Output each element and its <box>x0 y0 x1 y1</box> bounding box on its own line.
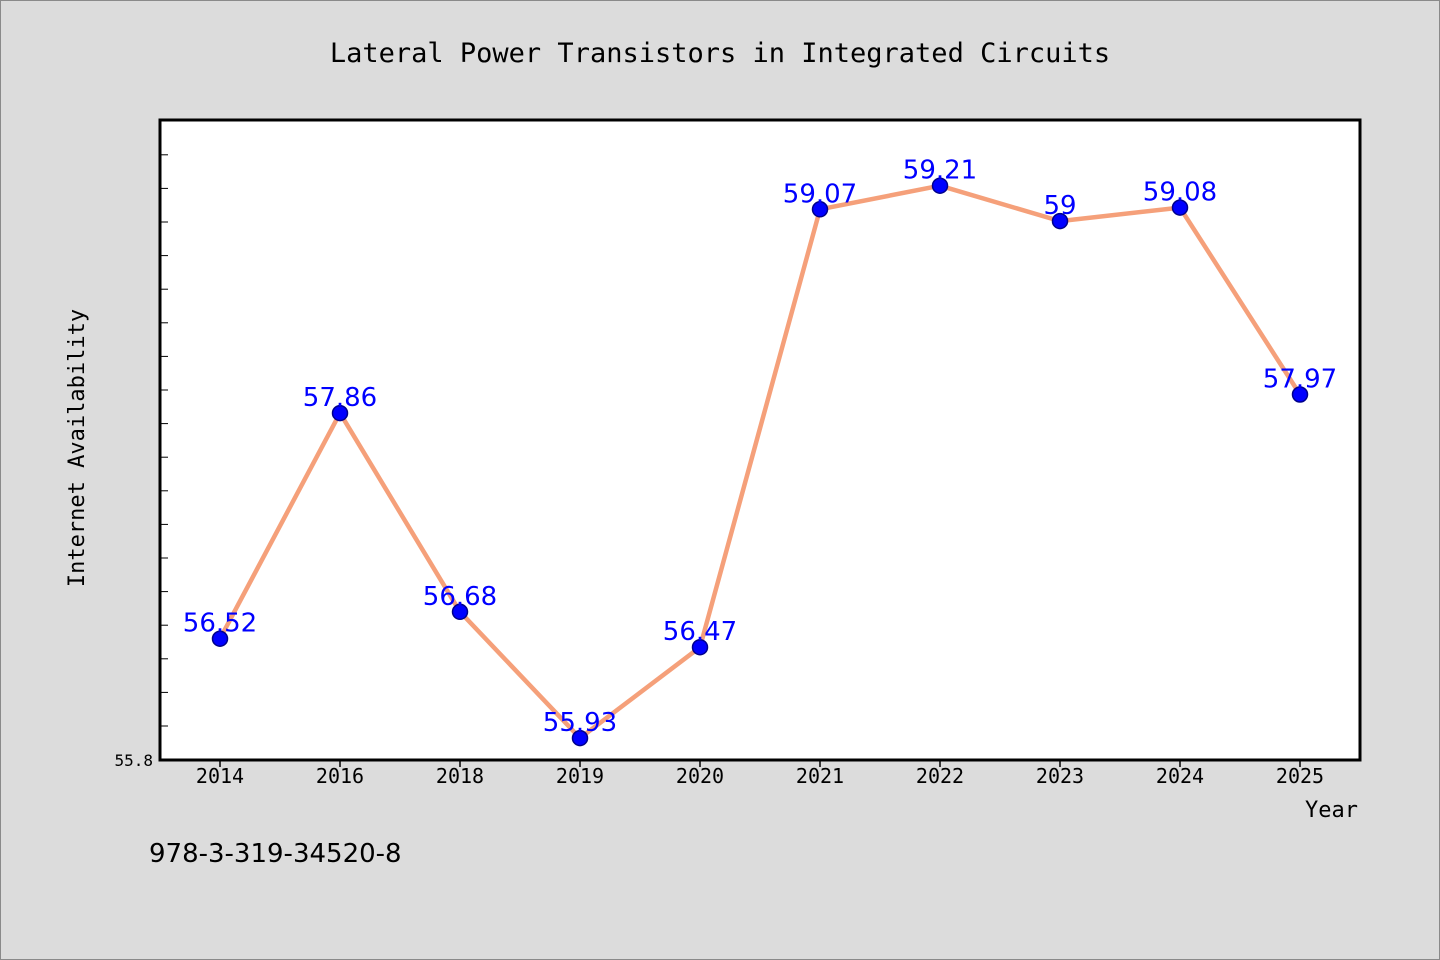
data-point <box>1051 212 1069 230</box>
data-point <box>1291 386 1309 403</box>
data-label: 57.97 <box>1263 365 1337 395</box>
x-tick-label: 2021 <box>796 764 844 788</box>
data-label: 59.08 <box>1143 178 1217 208</box>
x-tick-label: 2018 <box>436 764 484 788</box>
x-tick-label: 2016 <box>316 764 364 788</box>
data-label: 59 <box>1043 191 1076 221</box>
data-label: 56.47 <box>663 617 737 647</box>
data-label: 57.86 <box>303 383 377 413</box>
x-tick-label: 2014 <box>196 764 244 788</box>
chart-title: Lateral Power Transistors in Integrated … <box>330 38 1110 69</box>
x-tick-label: 2024 <box>1156 764 1204 788</box>
data-label: 59.07 <box>783 179 857 209</box>
data-point <box>211 630 229 647</box>
y-tick-label: 55.8 <box>114 751 153 770</box>
x-tick-label: 2023 <box>1036 764 1084 788</box>
x-axis-ticks: 2014 2016 2018 2019 2020 2021 2022 2023 2024 2025 <box>196 760 1324 788</box>
x-tick-label: 2022 <box>916 764 964 788</box>
y-axis-label: Internet Availability <box>65 309 90 587</box>
data-point <box>1171 199 1189 216</box>
data-point <box>451 603 469 621</box>
data-point <box>571 729 589 747</box>
data-label: 59.21 <box>903 156 977 186</box>
x-tick-label: 2019 <box>556 764 604 788</box>
series-line <box>218 183 1302 741</box>
plot-area <box>160 120 1360 760</box>
isbn-text: 978-3-319-34520-8 <box>149 839 402 869</box>
data-series: 56.52 57.86 56.68 55.93 56.47 59.07 59.21 59 59.… <box>183 156 1337 747</box>
data-label: 56.68 <box>423 582 497 612</box>
plot-border <box>158 118 1362 762</box>
data-point <box>931 177 949 194</box>
data-point <box>691 638 709 656</box>
data-point <box>811 201 829 218</box>
x-tick-label: 2025 <box>1276 764 1324 788</box>
data-label: 56.52 <box>183 609 257 639</box>
data-label: 55.93 <box>543 708 617 738</box>
x-tick-label: 2020 <box>676 764 724 788</box>
data-point <box>331 404 349 422</box>
x-axis-label: Year <box>1305 798 1358 823</box>
